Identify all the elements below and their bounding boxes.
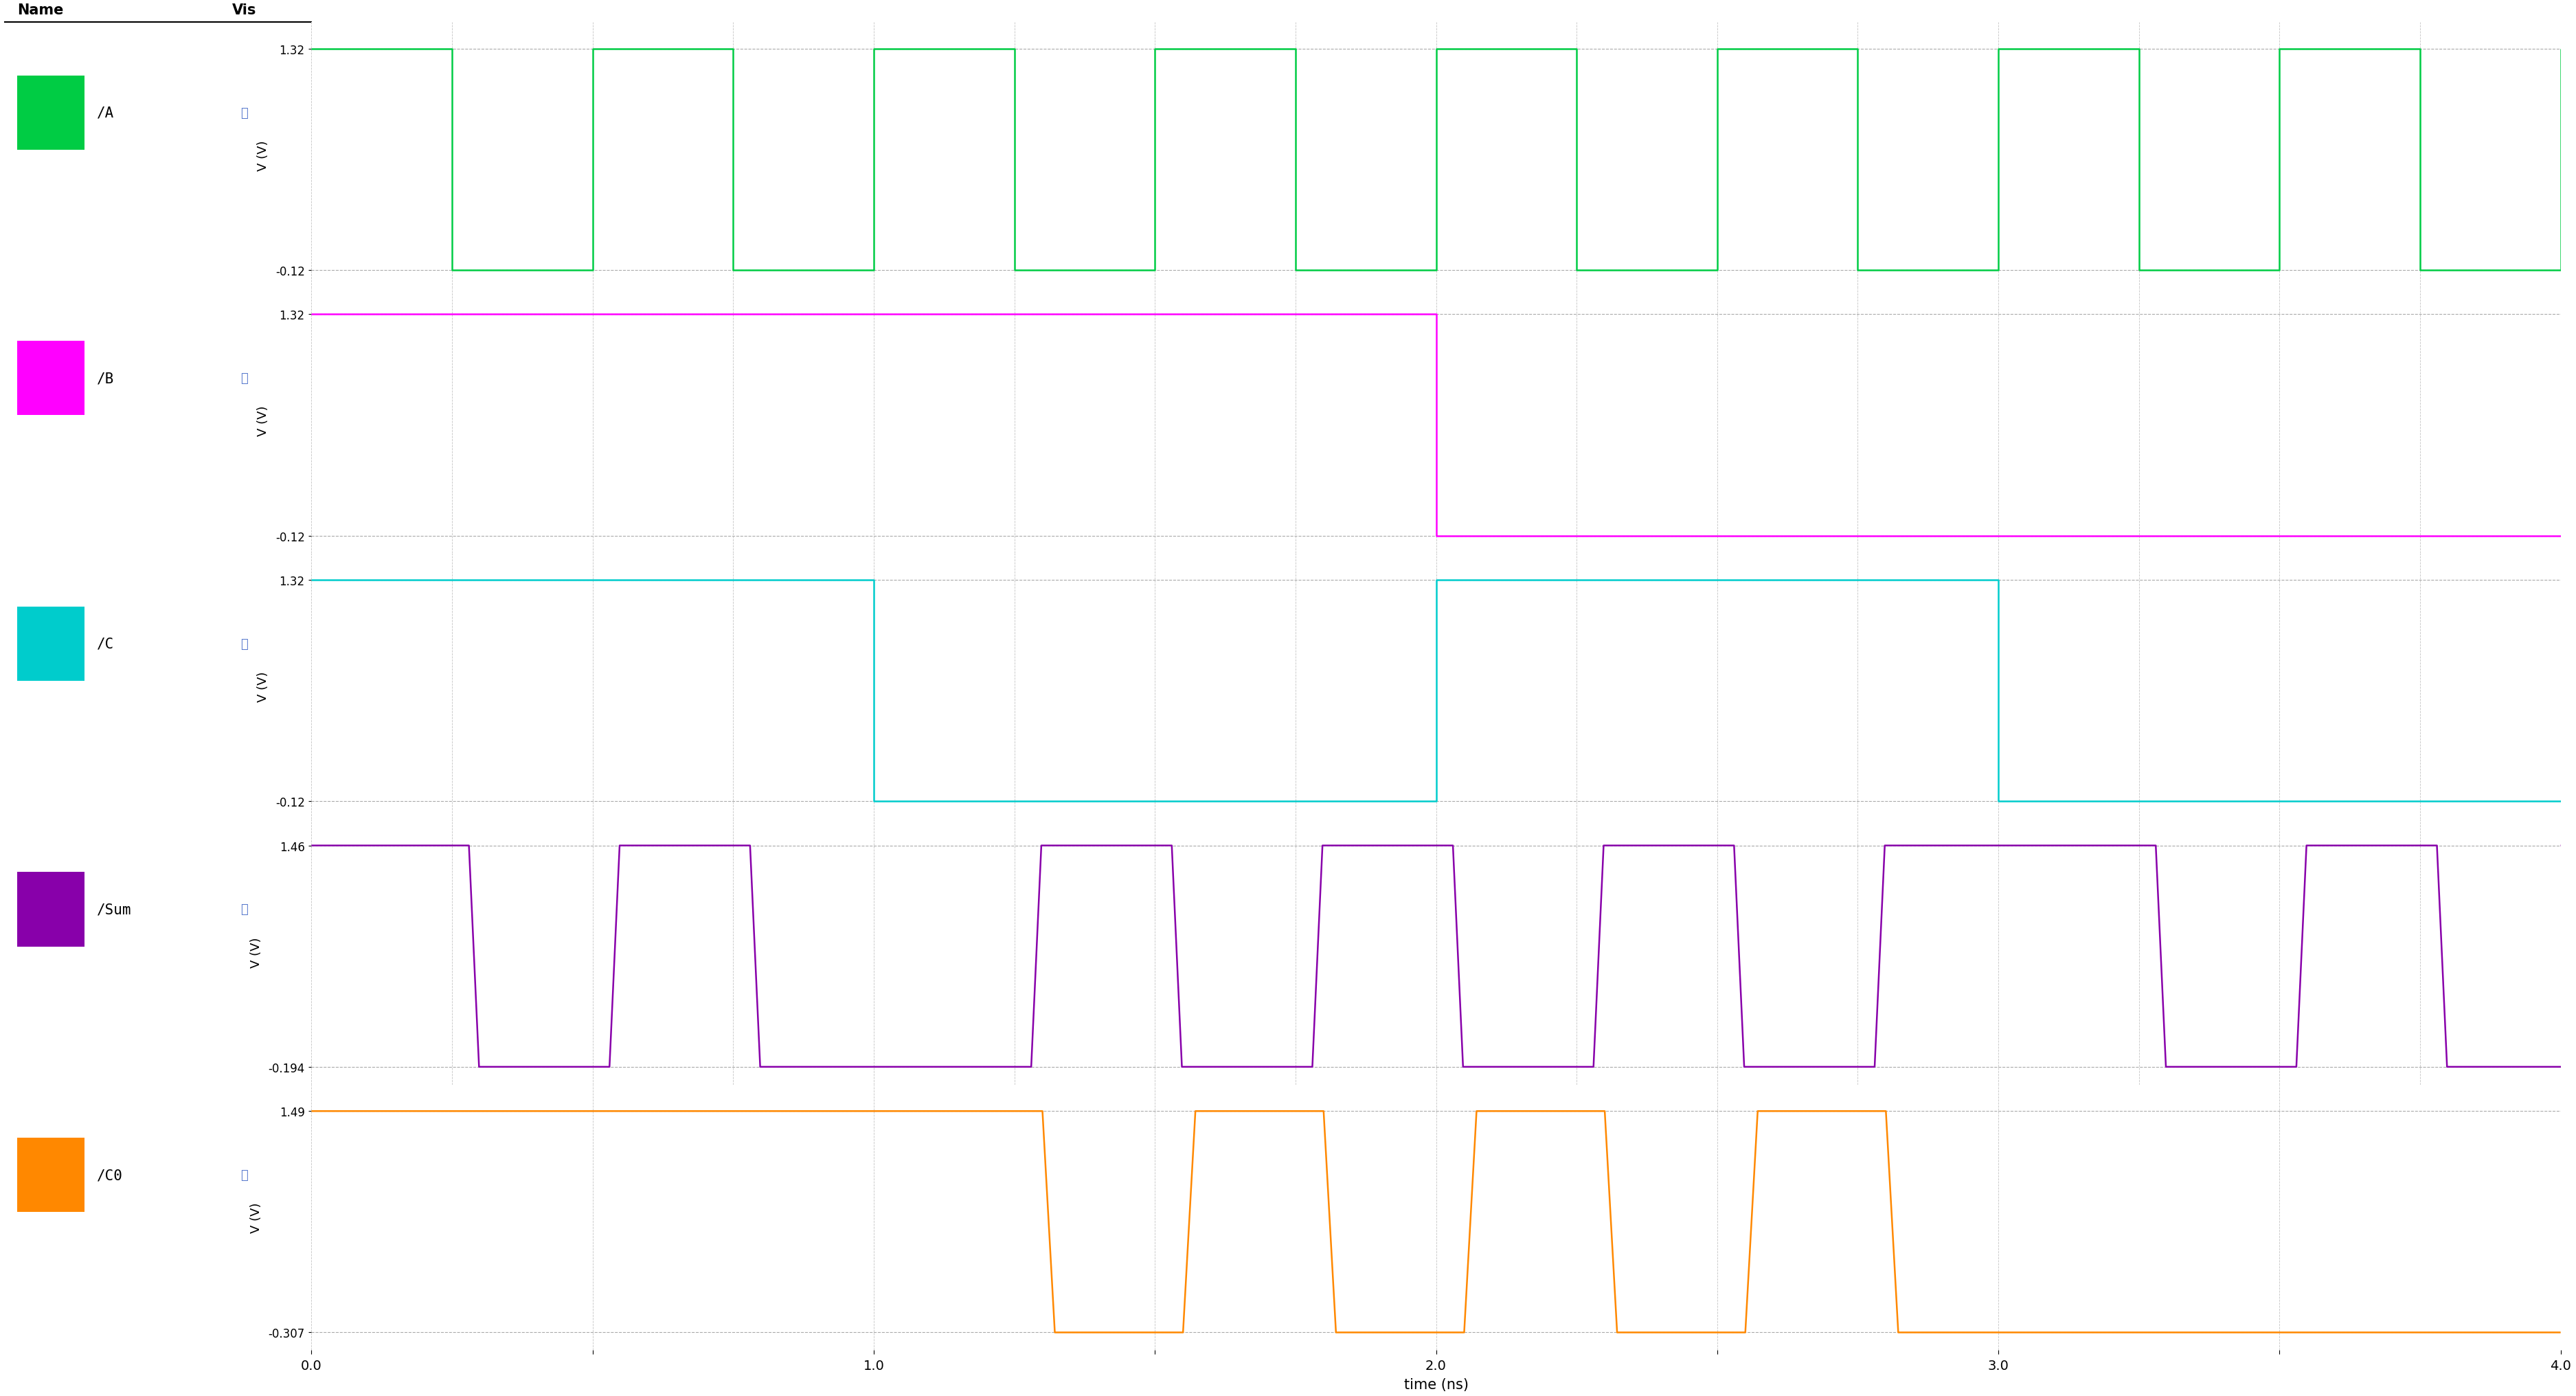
Text: /C0: /C0 [98,1168,124,1182]
Text: /Sum: /Sum [98,903,131,916]
Text: 👁: 👁 [240,373,247,385]
Y-axis label: V (V): V (V) [258,671,270,702]
FancyBboxPatch shape [18,75,85,151]
Text: 👁: 👁 [240,903,247,916]
Text: Vis: Vis [232,4,255,18]
Text: /A: /A [98,106,113,120]
Text: 👁: 👁 [240,107,247,119]
Text: /C: /C [98,637,113,651]
FancyBboxPatch shape [18,872,85,946]
Text: 👁: 👁 [240,638,247,651]
Y-axis label: V (V): V (V) [250,1202,263,1233]
Y-axis label: V (V): V (V) [258,406,270,437]
Text: 👁: 👁 [240,1168,247,1181]
FancyBboxPatch shape [18,1138,85,1212]
Y-axis label: V (V): V (V) [258,140,270,170]
FancyBboxPatch shape [18,342,85,416]
X-axis label: time (ns): time (ns) [1404,1378,1468,1392]
Text: Name: Name [18,4,64,18]
FancyBboxPatch shape [18,607,85,681]
Text: /B: /B [98,371,113,385]
Y-axis label: V (V): V (V) [250,937,263,967]
